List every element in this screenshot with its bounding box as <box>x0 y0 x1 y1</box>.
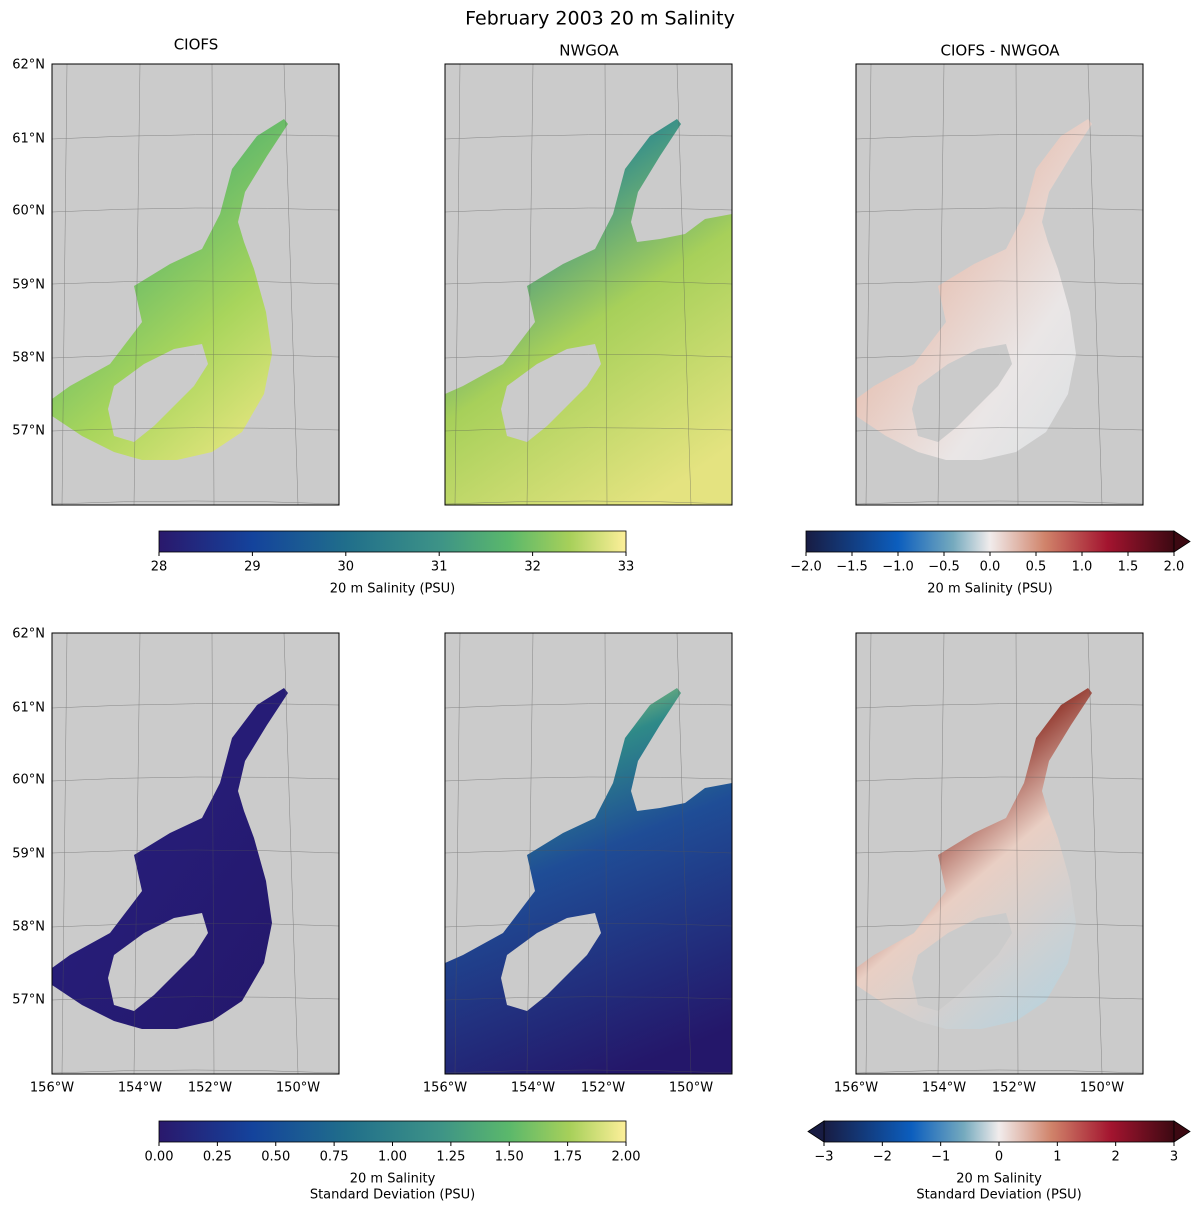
map-ciofs-mean <box>51 63 340 506</box>
colorbar-tick-label: 1.50 <box>495 1150 524 1165</box>
colorbar-tick-label: 0 <box>995 1150 1003 1165</box>
lat-label: 60°N <box>12 773 45 788</box>
map-nwgoa-sd <box>444 632 733 1075</box>
lon-label: 154°W <box>922 1081 966 1096</box>
colorbar-tick-label: 1.25 <box>436 1150 465 1165</box>
lat-label: 62°N <box>12 627 45 642</box>
lat-label: 57°N <box>12 424 45 439</box>
map-diff-mean <box>855 63 1144 506</box>
colorbar-extend <box>807 1120 825 1143</box>
map-diff-sd <box>855 632 1144 1075</box>
colorbar-tick-label: −1.5 <box>836 560 868 575</box>
colorbar-tick-label: 2.0 <box>1164 560 1185 575</box>
colorbar-label: 20 m Salinity (PSU) <box>927 582 1052 597</box>
colorbar-tick-label: 0.5 <box>1026 560 1047 575</box>
lon-label: 150°W <box>276 1081 320 1096</box>
colorbar <box>805 530 1175 553</box>
lat-label: 60°N <box>12 204 45 219</box>
lon-label: 152°W <box>992 1081 1036 1096</box>
lat-label: 62°N <box>12 58 45 73</box>
colorbar <box>823 1120 1175 1143</box>
colorbar-tick-label: 1.00 <box>378 1150 407 1165</box>
colorbar-tick-label: 0.25 <box>203 1150 232 1165</box>
panel-title: NWGOA <box>559 42 619 60</box>
lat-label: 61°N <box>12 132 45 147</box>
colorbar-tick-label: 0.50 <box>261 1150 290 1165</box>
colorbar-extend <box>1173 530 1191 553</box>
lat-label: 57°N <box>12 993 45 1008</box>
lat-label: 61°N <box>12 701 45 716</box>
colorbar-label: 20 m Salinity (PSU) <box>330 582 455 597</box>
colorbar-tick-label: 30 <box>338 560 355 575</box>
map-ciofs-sd <box>51 632 340 1075</box>
colorbar-tick-label: 1.0 <box>1072 560 1093 575</box>
colorbar-tick-label: 33 <box>618 560 635 575</box>
colorbar-tick-label: 29 <box>244 560 261 575</box>
figure-title: February 2003 20 m Salinity <box>465 8 735 30</box>
lon-label: 152°W <box>581 1081 625 1096</box>
colorbar-tick-label: 0.0 <box>980 560 1001 575</box>
map-nwgoa-mean <box>444 63 733 506</box>
lat-label: 59°N <box>12 278 45 293</box>
colorbar-tick-label: 1 <box>1053 1150 1061 1165</box>
colorbar-tick-label: 0.00 <box>145 1150 174 1165</box>
colorbar-label: 20 m Salinity <box>350 1172 436 1187</box>
colorbar-tick-label: 0.75 <box>320 1150 349 1165</box>
colorbar-tick-label: −1 <box>931 1150 950 1165</box>
colorbar-extend <box>1173 1120 1191 1143</box>
lon-label: 156°W <box>30 1081 74 1096</box>
colorbar-tick-label: 3 <box>1170 1150 1178 1165</box>
colorbar-tick-label: −2.0 <box>790 560 822 575</box>
lon-label: 150°W <box>669 1081 713 1096</box>
colorbar-label: 20 m Salinity <box>956 1172 1042 1187</box>
lon-label: 154°W <box>511 1081 555 1096</box>
lon-label: 156°W <box>834 1081 878 1096</box>
colorbar-tick-label: 1.75 <box>553 1150 582 1165</box>
colorbar-tick-label: 31 <box>431 560 448 575</box>
colorbar-label: Standard Deviation (PSU) <box>310 1188 475 1203</box>
panel-title: CIOFS - NWGOA <box>940 42 1060 60</box>
panel-title: CIOFS <box>174 36 219 54</box>
colorbar-tick-label: −1.0 <box>882 560 914 575</box>
colorbar-tick-label: −3 <box>814 1150 833 1165</box>
colorbar <box>158 1120 627 1143</box>
colorbar-tick-label: −0.5 <box>928 560 960 575</box>
lon-label: 156°W <box>423 1081 467 1096</box>
colorbar-tick-label: 28 <box>151 560 168 575</box>
colorbar-tick-label: 2 <box>1112 1150 1120 1165</box>
lat-label: 59°N <box>12 847 45 862</box>
lon-label: 154°W <box>118 1081 162 1096</box>
colorbar-tick-label: 2.00 <box>612 1150 641 1165</box>
lon-label: 150°W <box>1080 1081 1124 1096</box>
lat-label: 58°N <box>12 920 45 935</box>
colorbar-tick-label: 32 <box>524 560 541 575</box>
colorbar <box>158 530 627 553</box>
lat-label: 58°N <box>12 351 45 366</box>
lon-label: 152°W <box>188 1081 232 1096</box>
colorbar-tick-label: −2 <box>873 1150 892 1165</box>
colorbar-label: Standard Deviation (PSU) <box>916 1188 1081 1203</box>
colorbar-tick-label: 1.5 <box>1118 560 1139 575</box>
